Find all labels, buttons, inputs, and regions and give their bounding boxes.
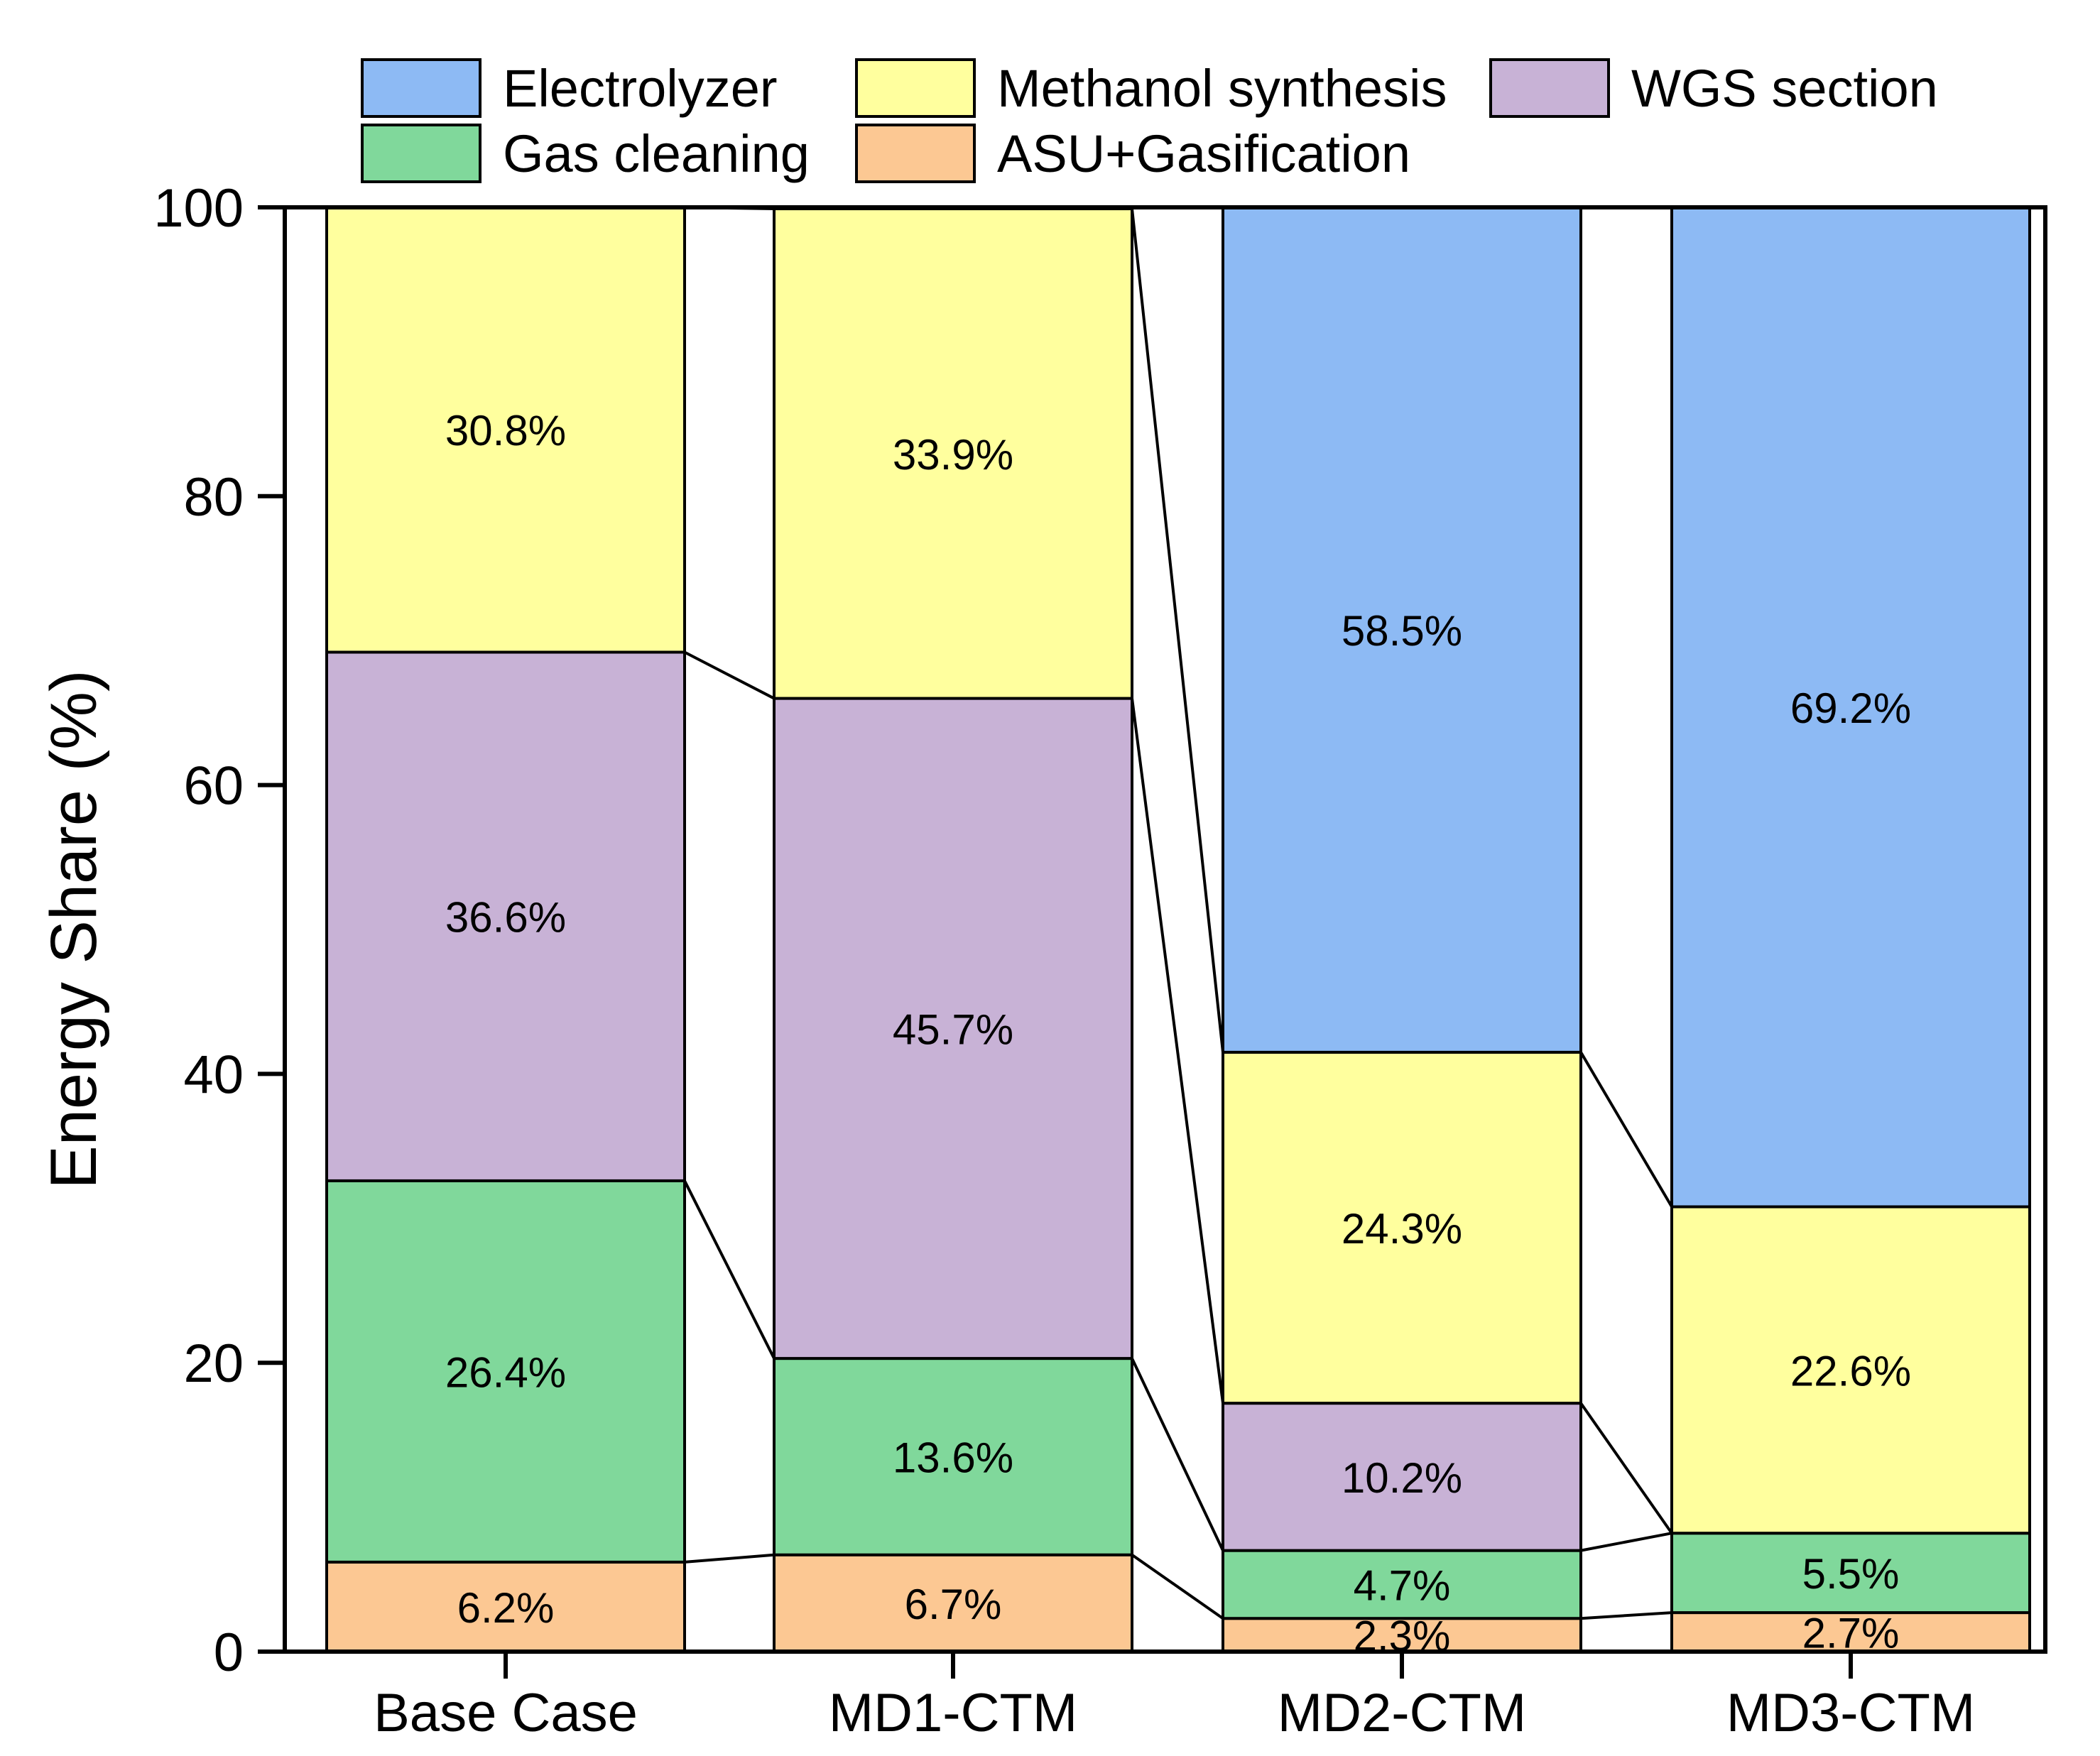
bar-segment-wgs-section-md2-ctm [1222,1402,1582,1552]
data-label-wgs-section-md1-ctm: 45.7% [893,1005,1013,1053]
x-axis: Base Case MD1-CTM MD2-CTM MD3-CTM [374,1652,1975,1743]
data-label-gas-cleaning-md1-ctm: 13.6% [893,1434,1013,1481]
bar-segment-gas-cleaning-md1-ctm [773,1357,1133,1556]
connector-line [683,1180,776,1359]
data-label-asu-gasification-md1-ctm: 6.7% [905,1581,1002,1628]
legend-item-electrolyzer: Electrolyzer [361,58,778,118]
y-axis: 0 20 40 60 80 100 [153,178,285,1683]
x-tick-label-md2-ctm: MD2-CTM [1278,1683,1526,1743]
bars [325,206,2031,1654]
y-tick-label: 60 [183,756,244,817]
legend-label: ASU+Gasification [997,124,1410,183]
data-label-electrolyzer-md2-ctm: 58.5% [1342,607,1462,655]
connector-line [1131,208,1224,1053]
legend-item-wgs-section: WGS section [1489,58,1938,118]
bar-segment-gas-cleaning-md3-ctm [1670,1532,2031,1615]
data-label-asu-gasification-md3-ctm: 2.7% [1802,1610,1900,1657]
bar-segment-gas-cleaning-base-case [325,1179,686,1564]
data-label-gas-cleaning-md3-ctm: 5.5% [1802,1550,1900,1598]
legend-item-asu-gasification: ASU+Gasification [855,124,1410,183]
connector-line [1580,1532,1672,1552]
x-tick-label-base-case: Base Case [374,1683,638,1743]
data-label-methanol-synthesis-base-case: 30.8% [445,407,566,454]
connector-line [1131,698,1224,1404]
data-label-methanol-synthesis-md3-ctm: 22.6% [1790,1347,1911,1395]
legend-swatch [1489,58,1610,118]
connector-line [684,1553,775,1564]
connector-line [684,650,775,700]
legend-label: Methanol synthesis [997,59,1447,118]
segment-labels: 6.2% 26.4% 36.6% 30.8% 6.7% 13.6% 45.7% 33.9% 2.… [445,407,1911,1659]
connector-line [1579,1402,1673,1534]
legend: Electrolyzer Methanol synthesis WGS sectio… [361,58,1938,183]
bar-segment-methanol-synthesis-base-case [325,206,686,654]
y-tick-label: 40 [183,1045,244,1105]
bar-segment-methanol-synthesis-md3-ctm [1670,1205,2031,1535]
data-label-asu-gasification-base-case: 6.2% [457,1584,555,1632]
bar-segment-electrolyzer-md3-ctm [1670,206,2031,1209]
y-tick-label: 80 [183,467,244,528]
legend-swatch [361,58,482,118]
data-label-wgs-section-base-case: 36.6% [445,894,566,942]
legend-label: Electrolyzer [503,59,778,118]
data-label-gas-cleaning-base-case: 26.4% [445,1348,566,1396]
y-tick-label: 20 [183,1334,244,1394]
y-tick-label: 100 [153,178,244,239]
bar-segment-asu-gasification-base-case [325,1560,686,1654]
data-label-electrolyzer-md3-ctm: 69.2% [1790,685,1911,732]
data-label-wgs-section-md2-ctm: 10.2% [1342,1454,1462,1502]
x-tick-label-md3-ctm: MD3-CTM [1726,1683,1975,1743]
connector-line [1580,1611,1672,1620]
connector-line [1579,1051,1673,1208]
connector-line [1131,1358,1224,1552]
bar-segment-methanol-synthesis-md1-ctm [773,207,1133,700]
data-label-methanol-synthesis-md1-ctm: 33.9% [893,431,1013,479]
legend-item-gas-cleaning: Gas cleaning [361,124,810,183]
legend-label: Gas cleaning [503,124,810,183]
legend-swatch [855,124,976,183]
legend-swatch [361,124,482,183]
plot-frame [283,205,2047,1654]
data-label-methanol-synthesis-md2-ctm: 24.3% [1342,1205,1462,1253]
y-axis-title: Energy Share (%) [38,670,110,1189]
bar-segment-gas-cleaning-md2-ctm [1222,1549,1582,1620]
legend-label: WGS section [1631,59,1938,118]
data-label-gas-cleaning-md2-ctm: 4.7% [1354,1561,1451,1609]
y-tick-label: 0 [214,1623,244,1683]
connector-line [1131,1554,1224,1620]
bar-segment-methanol-synthesis-md2-ctm [1222,1050,1582,1405]
legend-swatch [855,58,976,118]
bar-segment-wgs-section-md1-ctm [773,697,1133,1360]
x-tick-label-md1-ctm: MD1-CTM [829,1683,1077,1743]
bar-segment-electrolyzer-md2-ctm [1222,206,1582,1054]
legend-item-methanol-synthesis: Methanol synthesis [855,58,1447,118]
